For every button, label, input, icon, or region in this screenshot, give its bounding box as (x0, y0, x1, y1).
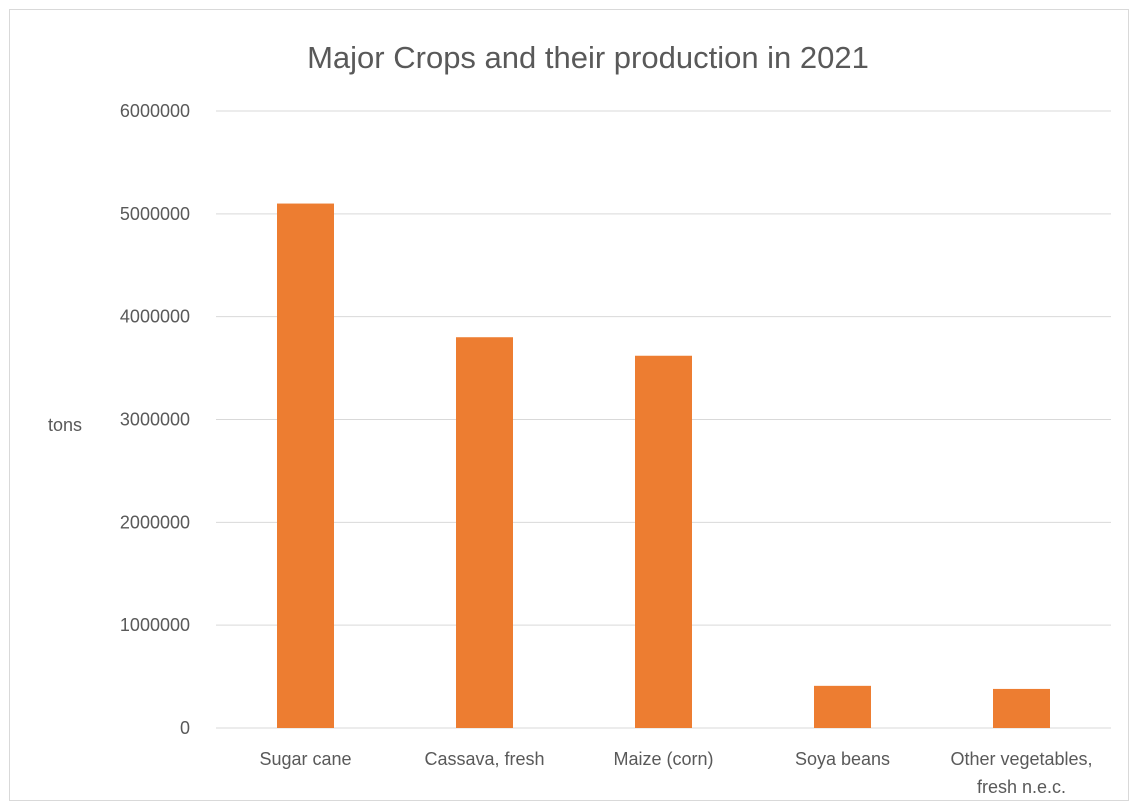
y-tick-label: 0 (180, 718, 190, 738)
y-axis-title: tons (48, 415, 82, 435)
y-axis-ticks: 0 1000000 2000000 3000000 4000000 5000000 6000… (120, 101, 190, 738)
y-tick-label: 3000000 (120, 410, 190, 430)
y-tick-label: 4000000 (120, 307, 190, 327)
bar (635, 355, 692, 728)
x-category-label: Other vegetables, fresh n.e.c. (950, 749, 1092, 797)
x-category-label: Soya beans (795, 749, 890, 769)
bar (277, 203, 334, 729)
bar-chart: Major Crops and their production in 2021… (48, 40, 1111, 797)
bar (814, 685, 871, 728)
y-tick-label: 6000000 (120, 101, 190, 121)
x-category-label: Maize (corn) (613, 749, 713, 769)
y-tick-label: 2000000 (120, 512, 190, 532)
y-tick-label: 1000000 (120, 615, 190, 635)
bar (993, 688, 1050, 728)
bars (277, 203, 1050, 729)
y-tick-label: 5000000 (120, 204, 190, 224)
x-category-label: Cassava, fresh (424, 749, 544, 769)
bar (456, 337, 513, 728)
x-axis-categories: Sugar cane Cassava, fresh Maize (corn) Soya… (259, 749, 1092, 797)
x-category-label: Sugar cane (259, 749, 351, 769)
chart-area: Major Crops and their production in 2021… (9, 9, 1129, 801)
chart-title: Major Crops and their production in 2021 (307, 40, 869, 75)
